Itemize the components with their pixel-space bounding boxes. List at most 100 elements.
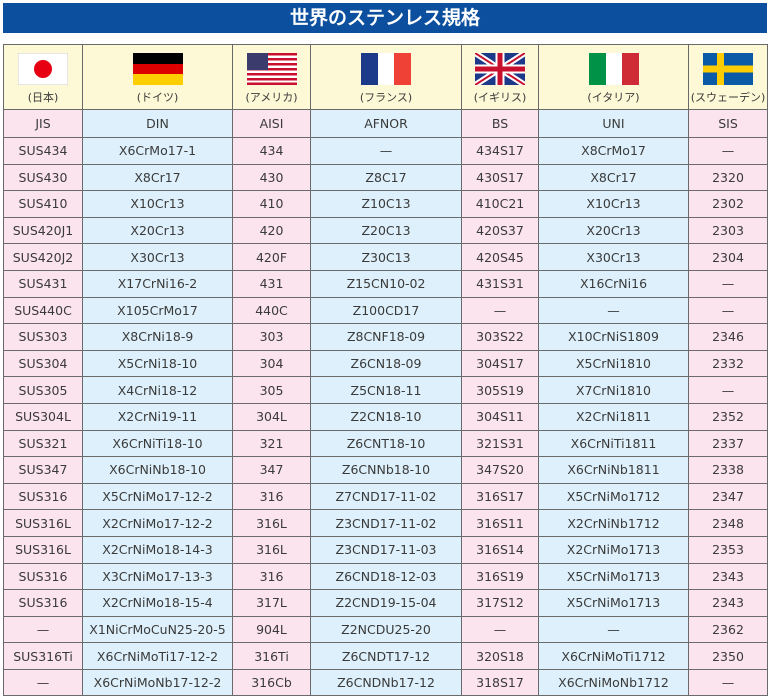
cell-jis: SUS321 [3,429,83,458]
table-row: SUS316L X2CrNiMo17-12-2 316L Z3CND17-11-02 3… [3,509,768,537]
cell-uni: — [538,615,689,644]
cell-uni: X16CrNi16 [538,269,689,298]
cell-jis: SUS431 [3,269,83,298]
cell-jis: SUS430 [3,163,83,192]
cell-din: X6CrNiMoNb17-12-2 [82,668,233,696]
standard-din: DIN [82,109,233,138]
country-name: (イタリア) [587,91,640,104]
country-italy: (イタリア) [538,44,689,110]
cell-bs: 316S17 [461,482,539,511]
cell-jis: SUS316L [3,509,83,537]
cell-aisi: 305 [232,376,311,404]
cell-uni: X5CrNiMo1712 [538,482,689,511]
cell-sis: 2352 [688,402,768,431]
cell-jis: SUS440C [3,296,83,325]
country-name: (アメリカ) [245,91,298,104]
usa-flag-icon [246,53,297,85]
cell-bs: 410C21 [461,190,539,218]
cell-jis: SUS434 [3,137,83,165]
cell-afnor: Z6CNT18-10 [310,429,462,458]
country-sweden: (スウェーデン) [688,44,768,110]
cell-uni: X8CrMo17 [538,137,689,165]
cell-din: X2CrNiMo18-15-4 [82,589,233,617]
table-row: SUS420J1 X20Cr13 420 Z20C13 420S37 X20Cr13 230… [3,216,768,245]
cell-afnor: Z15CN10-02 [310,269,462,298]
cell-jis: SUS410 [3,190,83,218]
cell-sis: — [688,376,768,404]
country-usa: (アメリカ) [232,44,311,110]
cell-din: X3CrNiMo17-13-3 [82,562,233,591]
standard-bs: BS [461,109,539,138]
cell-afnor: Z2CN18-10 [310,402,462,431]
table-row: SUS304 X5CrNi18-10 304 Z6CN18-09 304S17 X5CrN… [3,349,768,378]
cell-aisi: 304L [232,402,311,431]
table-row: — X6CrNiMoNb17-12-2 316Cb Z6CNDNb17-12 318S1… [3,668,768,696]
table-row: SUS305 X4CrNi18-12 305 Z5CN18-11 305S19 X7CrN… [3,376,768,404]
cell-aisi: 316Ti [232,642,311,670]
germany-flag-icon [132,53,183,85]
cell-bs: 303S22 [461,323,539,351]
table-row: SUS347 X6CrNiNb18-10 347 Z6CNNb18-10 347S20 X… [3,456,768,484]
cell-aisi: 303 [232,323,311,351]
table-row: SUS410 X10Cr13 410 Z10C13 410C21 X10Cr13 2302 [3,190,768,218]
standard-afnor: AFNOR [310,109,462,138]
standard-aisi: AISI [232,109,311,138]
table-row: SUS316Ti X6CrNiMoTi17-12-2 316Ti Z6CNDT17-1… [3,642,768,670]
cell-afnor: Z20C13 [310,216,462,245]
cell-aisi: 420 [232,216,311,245]
uk-flag-icon [475,53,525,85]
cell-jis: — [3,668,83,696]
cell-aisi: 316 [232,482,311,511]
cell-afnor: Z100CD17 [310,296,462,325]
cell-din: X30Cr13 [82,243,233,271]
country-japan: (日本) [3,44,83,110]
cell-aisi: 420F [232,243,311,271]
cell-bs: 304S17 [461,349,539,378]
cell-uni: X2CrNiNb1712 [538,509,689,537]
cell-uni: X6CrNiMoNb1712 [538,668,689,696]
cell-afnor: Z3CND17-11-03 [310,535,462,564]
cell-afnor: Z6CND18-12-03 [310,562,462,591]
cell-aisi: 316 [232,562,311,591]
cell-uni: X2CrNiMo1713 [538,535,689,564]
cell-uni: X6CrNiNb1811 [538,456,689,484]
cell-aisi: 440C [232,296,311,325]
cell-din: X8CrNi18-9 [82,323,233,351]
cell-bs: 317S12 [461,589,539,617]
cell-sis: 2347 [688,482,768,511]
cell-sis: — [688,296,768,325]
table-row: — X1NiCrMoCuN25-20-5 904L Z2NCDU25-20— —2362 [3,615,768,644]
cell-bs: 305S19 [461,376,539,404]
cell-afnor: Z8C17 [310,163,462,192]
cell-aisi: 904L [232,615,311,644]
cell-uni: X7CrNi1810 [538,376,689,404]
cell-uni: X20Cr13 [538,216,689,245]
france-flag-icon [361,53,411,85]
cell-din: X17CrNi16-2 [82,269,233,298]
cell-afnor: Z8CNF18-09 [310,323,462,351]
table-row: SUS303 X8CrNi18-9 303 Z8CNF18-09 303S22 X10Cr… [3,323,768,351]
standard-jis: JIS [3,109,83,138]
cell-jis: SUS303 [3,323,83,351]
cell-aisi: 316L [232,509,311,537]
cell-sis: 2362 [688,615,768,644]
cell-aisi: 347 [232,456,311,484]
table-row: SUS316 X3CrNiMo17-13-3 316 Z6CND18-12-03 316… [3,562,768,591]
country-name: (フランス) [359,91,413,104]
table-row: SUS434 X6CrMo17-1 434—434S17 X8CrMo17— [3,137,768,165]
cell-sis: 2320 [688,163,768,192]
cell-din: X105CrMo17 [82,296,233,325]
cell-bs: 347S20 [461,456,539,484]
cell-aisi: 317L [232,589,311,617]
standards-row: JIS DIN AISI AFNOR BS UNI SIS [3,109,768,138]
cell-uni: X6CrNiTi1811 [538,429,689,458]
cell-din: X8Cr17 [82,163,233,192]
cell-sis: 2338 [688,456,768,484]
cell-sis: 2343 [688,562,768,591]
cell-sis: 2348 [688,509,768,537]
standard-uni: UNI [538,109,689,138]
cell-uni: X10Cr13 [538,190,689,218]
table-row: SUS316L X2CrNiMo18-14-3 316L Z3CND17-11-03 3… [3,535,768,564]
sweden-flag-icon [703,53,753,85]
cell-bs: 434S17 [461,137,539,165]
